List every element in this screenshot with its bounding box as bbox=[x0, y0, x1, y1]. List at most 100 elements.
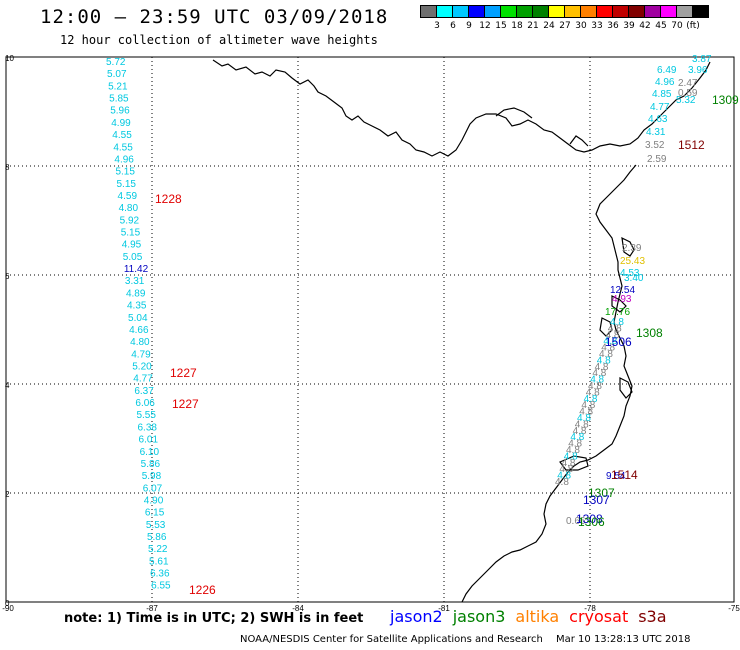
pass-time-label: 1226 bbox=[189, 583, 216, 597]
pass-time-label: 1307 bbox=[583, 493, 610, 507]
color-scale-label: 15 bbox=[495, 21, 507, 31]
left-pass-times: 1228 1227 1227 1226 bbox=[155, 192, 216, 597]
wave-height-value: 5.86 bbox=[141, 459, 161, 470]
wave-height-value: 4.90 bbox=[144, 495, 164, 506]
color-scale-label: (ft) bbox=[686, 21, 700, 31]
wave-height-value: 4.89 bbox=[126, 288, 146, 299]
color-scale-swatch bbox=[692, 5, 709, 18]
color-scale-label: 42 bbox=[639, 21, 651, 31]
color-scale-labels: 3 6 9 12 15 18 21 24 27 30 33 36 39 42 45 70 (ft) bbox=[420, 18, 708, 32]
lon-tick-label: -81 bbox=[438, 604, 450, 613]
wave-height-value: 6.10 bbox=[140, 447, 160, 458]
wave-height-value: 5.72 bbox=[106, 57, 126, 68]
pass-time-label: 1228 bbox=[155, 192, 182, 206]
coastal-cluster-mark: 4.8 bbox=[586, 387, 600, 398]
coastal-wave-value: 0.59 bbox=[678, 88, 698, 99]
coastal-wave-value: 4.31 bbox=[646, 127, 666, 138]
coastal-cluster-mark: 4.8 bbox=[595, 362, 609, 373]
coastal-satellite-track: 3.873.96 6.492.474.960.59 4.85 5.32 4.774.63… bbox=[555, 54, 712, 527]
footer-timestamp: Mar 10 13:28:13 UTC 2018 bbox=[556, 634, 691, 645]
footer-credit: NOAA/NESDIS Center for Satellite Applica… bbox=[240, 634, 543, 645]
pass-time-label: 1308 bbox=[576, 512, 603, 526]
coastal-wave-value: 4.53 bbox=[620, 268, 640, 279]
wave-height-value: 6.07 bbox=[143, 483, 163, 494]
wave-height-value: 4.95 bbox=[122, 240, 142, 251]
coastal-wave-value: 4.93 bbox=[612, 294, 632, 305]
color-scale-label: 24 bbox=[543, 21, 555, 31]
lon-tick-label: -75 bbox=[728, 604, 740, 613]
coastal-cluster-mark: 4.8 bbox=[564, 451, 578, 462]
satellite-legend-item: altika bbox=[515, 607, 560, 626]
coastal-wave-value: 5.32 bbox=[676, 95, 696, 106]
coastal-wave-value: 6.49 bbox=[657, 65, 677, 76]
wave-height-value: 4.66 bbox=[129, 325, 149, 336]
lon-tick-label: -87 bbox=[146, 604, 158, 613]
wave-height-value: 6.01 bbox=[139, 435, 159, 446]
pass-time-label: 1307 bbox=[588, 486, 615, 500]
coastal-wave-value: 9.54 bbox=[606, 471, 626, 482]
coastal-cluster-mark: 4.8 bbox=[608, 323, 622, 334]
coastal-cluster-mark: 4.8 bbox=[577, 413, 591, 424]
lat-tick-label: 0 bbox=[5, 599, 10, 608]
wave-height-value: 4.80 bbox=[119, 203, 139, 214]
coastal-wave-value: 12.54 bbox=[610, 285, 635, 296]
map-frame bbox=[5, 56, 735, 603]
coastal-wave-value: 2.47 bbox=[678, 78, 698, 89]
color-scale-legend: 3 6 9 12 15 18 21 24 27 30 33 36 39 42 45 70 (ft) bbox=[420, 5, 709, 32]
coastal-cluster-mark: 4.8 bbox=[557, 471, 571, 482]
color-scale-label: 39 bbox=[623, 21, 635, 31]
wave-height-value: 5.21 bbox=[108, 81, 128, 92]
coastal-cluster-mark: 4.8 bbox=[566, 445, 580, 456]
coastline-north bbox=[212, 59, 711, 157]
satellite-legend-item: cryosat bbox=[569, 607, 629, 626]
wave-height-value: 5.53 bbox=[146, 520, 166, 531]
coastal-wave-value: 4.96 bbox=[655, 77, 675, 88]
coastal-wave-value: 3.52 bbox=[645, 140, 665, 151]
wave-height-value: 4.79 bbox=[131, 349, 151, 360]
lat-tick-label: 2 bbox=[5, 490, 10, 499]
wave-height-value: 5.22 bbox=[148, 544, 168, 555]
coastal-wave-value: 2.39 bbox=[622, 243, 642, 254]
lat-lon-grid bbox=[6, 57, 734, 602]
coastal-wave-value: 3.40 bbox=[624, 273, 644, 284]
coastal-wave-value: 0.66 bbox=[566, 516, 586, 527]
coastal-wave-value: 2.59 bbox=[647, 154, 667, 165]
coastal-cluster-mark: 4.8 bbox=[590, 375, 604, 386]
satellite-legend-item: s3a bbox=[638, 607, 667, 626]
wave-height-value: 4.96 bbox=[114, 154, 134, 165]
coastal-cluster-mark: 4.8 bbox=[601, 343, 615, 354]
map-subtitle: 12 hour collection of altimeter wave hei… bbox=[60, 33, 378, 47]
wave-height-value: 5.85 bbox=[109, 94, 129, 105]
color-scale-label: 3 bbox=[434, 21, 440, 31]
pass-time-label: 1506 bbox=[605, 335, 632, 349]
wave-height-value: 4.35 bbox=[127, 301, 147, 312]
wave-height-value: 6.36 bbox=[150, 569, 170, 580]
coastal-cluster-mark: 4.8 bbox=[606, 330, 620, 341]
coastal-cluster-mark: 4.8 bbox=[570, 432, 584, 443]
lat-tick-label: 4 bbox=[5, 381, 10, 390]
coastal-cluster-mark: 4.8 bbox=[562, 458, 576, 469]
lon-tick-label: -78 bbox=[584, 604, 596, 613]
wave-height-value: 4.55 bbox=[113, 142, 133, 153]
satellite-legend: jason2 jason3 altika cryosat s3a bbox=[390, 607, 677, 626]
pass-time-label: 1512 bbox=[678, 138, 705, 152]
wave-height-value: 5.15 bbox=[115, 167, 135, 178]
wave-height-value: 6.38 bbox=[138, 422, 158, 433]
lat-tick-label: 10 bbox=[5, 54, 14, 63]
coastal-cluster-mark: 4.8 bbox=[597, 355, 611, 366]
axis-labels: 10 8 6 4 2 0-90 -87 -84 -81 -78 -75 bbox=[2, 54, 740, 613]
coastal-wave-value: 4.63 bbox=[648, 114, 668, 125]
coastal-cluster-mark: 4.8 bbox=[599, 349, 613, 360]
left-satellite-track: 5.725.075.215.855.964.994.554.554.965.15… bbox=[106, 57, 171, 592]
lon-tick-label: -90 bbox=[2, 604, 14, 613]
lat-tick-label: 8 bbox=[5, 163, 10, 172]
wave-height-value: 11.42 bbox=[124, 264, 149, 275]
pass-time-label: 1227 bbox=[170, 366, 197, 380]
coastal-cluster-mark: 4.8 bbox=[555, 477, 569, 488]
pass-time-label: 1514 bbox=[611, 468, 638, 482]
coastal-wave-value: 3.87 bbox=[692, 54, 712, 65]
coastal-wave-value: 3.96 bbox=[688, 65, 708, 76]
map-title: 12:00 – 23:59 UTC 03/09/2018 bbox=[40, 6, 389, 28]
